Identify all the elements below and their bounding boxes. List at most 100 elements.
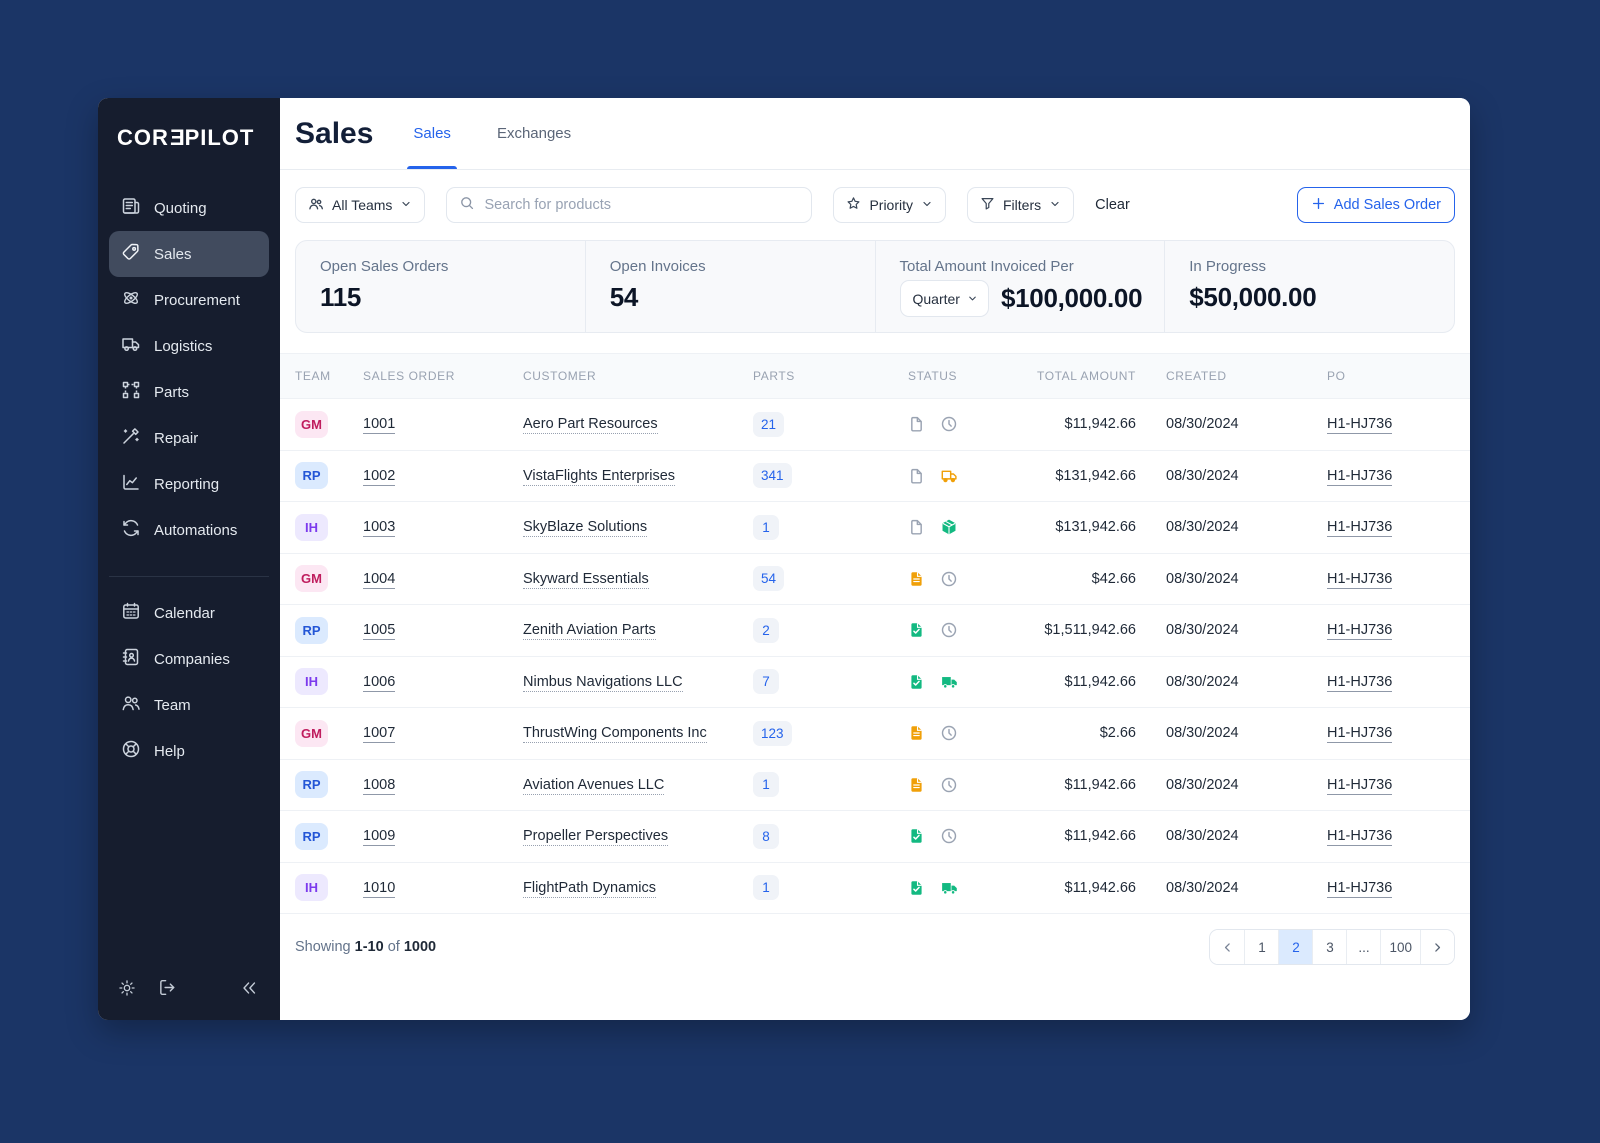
sales-order-link[interactable]: 1004 [363,570,396,589]
page-ellipsis[interactable]: ... [1346,930,1381,964]
sidebar-item-repair[interactable]: Repair [109,415,269,461]
sidebar-item-help[interactable]: Help [109,728,269,774]
customer-link[interactable]: Propeller Perspectives [523,828,669,847]
page-button-3[interactable]: 3 [1312,930,1347,964]
sidebar-item-parts[interactable]: Parts [109,369,269,415]
sales-order-link[interactable]: 1001 [363,416,396,435]
total-amount: $42.66 [1091,570,1136,587]
po-link[interactable]: H1-HJ736 [1327,828,1393,847]
stat-label: In Progress [1189,258,1266,275]
tab-sales[interactable]: Sales [407,98,457,169]
status-cell [908,776,1033,794]
priority-dropdown[interactable]: Priority [833,187,946,223]
sidebar-item-sales[interactable]: Sales [109,231,269,277]
parts-count-badge: 341 [753,463,792,489]
toolbar: All Teams Priority Filters Clear Add [280,170,1470,237]
collapse-sidebar-icon[interactable] [240,979,258,997]
customer-link[interactable]: VistaFlights Enterprises [523,467,676,486]
created-date: 08/30/2024 [1166,725,1239,742]
filters-dropdown[interactable]: Filters [967,187,1075,223]
sales-order-link[interactable]: 1005 [363,622,396,641]
next-page-button[interactable] [1420,930,1454,964]
created-date: 08/30/2024 [1166,622,1239,639]
team-filter-label: All Teams [332,197,393,213]
stats-summary-card: Open Sales Orders 115 Open Invoices 54 T… [295,240,1455,333]
package-delivered-icon [940,518,958,536]
customer-link[interactable]: Skyward Essentials [523,570,649,589]
po-link[interactable]: H1-HJ736 [1327,673,1393,692]
po-link[interactable]: H1-HJ736 [1327,622,1393,641]
document-complete-icon [908,879,925,897]
team-badge: IH [295,874,328,902]
sidebar-item-label: Reporting [154,475,220,493]
page-button-100[interactable]: 100 [1380,930,1420,964]
customer-link[interactable]: Aero Part Resources [523,416,658,435]
po-link[interactable]: H1-HJ736 [1327,416,1393,435]
tab-exchanges[interactable]: Exchanges [491,98,577,169]
parts-count-badge: 1 [753,875,779,901]
sales-order-link[interactable]: 1008 [363,776,396,795]
sidebar-item-procurement[interactable]: Procurement [109,277,269,323]
tab-bar: Sales Exchanges [407,98,577,169]
sales-order-link[interactable]: 1006 [363,673,396,692]
sales-order-link[interactable]: 1009 [363,828,396,847]
team-filter-dropdown[interactable]: All Teams [295,187,426,223]
customer-link[interactable]: FlightPath Dynamics [523,879,656,898]
sidebar-item-team[interactable]: Team [109,682,269,728]
logout-icon[interactable] [158,978,177,997]
team-badge: RP [295,462,328,490]
po-link[interactable]: H1-HJ736 [1327,725,1393,744]
add-sales-order-button[interactable]: Add Sales Order [1296,187,1455,223]
previous-page-button[interactable] [1210,930,1245,964]
page-title: Sales [295,116,374,150]
po-link[interactable]: H1-HJ736 [1327,467,1393,486]
po-link[interactable]: H1-HJ736 [1327,879,1393,898]
quoting-icon [121,196,141,220]
sales-order-link[interactable]: 1002 [363,467,396,486]
team-badge: GM [295,410,328,438]
life-buoy-icon [121,739,141,763]
settings-gear-icon[interactable] [118,979,136,997]
created-date: 08/30/2024 [1166,776,1239,793]
parts-count-badge: 1 [753,772,779,798]
total-amount: $2.66 [1099,725,1136,742]
sidebar-item-logistics[interactable]: Logistics [109,323,269,369]
created-date: 08/30/2024 [1166,467,1239,484]
customer-link[interactable]: ThrustWing Components Inc [523,725,707,744]
sales-order-link[interactable]: 1007 [363,725,396,744]
sidebar-item-label: Sales [154,245,192,263]
po-link[interactable]: H1-HJ736 [1327,519,1393,538]
table-body: GM 1001 Aero Part Resources 21 $11,942.66 08/… [280,399,1470,914]
customer-link[interactable]: Nimbus Navigations LLC [523,673,683,692]
sales-order-link[interactable]: 1010 [363,879,396,898]
clear-filters-link[interactable]: Clear [1095,197,1130,213]
customer-link[interactable]: Zenith Aviation Parts [523,622,656,641]
sidebar-item-automations[interactable]: Automations [109,507,269,553]
sales-order-link[interactable]: 1003 [363,519,396,538]
period-value: Quarter [912,290,960,307]
page-button-2[interactable]: 2 [1278,930,1313,964]
document-complete-icon [908,827,925,845]
customer-link[interactable]: SkyBlaze Solutions [523,519,648,538]
sidebar-item-quoting[interactable]: Quoting [109,185,269,231]
address-book-icon [121,647,141,671]
sidebar-item-calendar[interactable]: Calendar [109,590,269,636]
main-content: Sales Sales Exchanges All Teams Priority [280,98,1470,1020]
document-pending-icon [908,724,925,742]
invoice-period-select[interactable]: Quarter [899,280,989,317]
total-amount: $11,942.66 [1064,879,1137,896]
column-header-po: PO [1327,369,1346,383]
created-date: 08/30/2024 [1166,673,1239,690]
sidebar-item-reporting[interactable]: Reporting [109,461,269,507]
showing-range: 1-10 [354,939,384,955]
search-input[interactable] [484,197,800,213]
parts-count-badge: 7 [753,669,779,695]
sidebar-item-companies[interactable]: Companies [109,636,269,682]
column-header-parts: PARTS [753,369,795,383]
total-amount: $1,511,942.66 [1044,622,1136,639]
team-badge: RP [295,822,328,850]
po-link[interactable]: H1-HJ736 [1327,776,1393,795]
customer-link[interactable]: Aviation Avenues LLC [523,776,665,795]
page-button-1[interactable]: 1 [1244,930,1279,964]
po-link[interactable]: H1-HJ736 [1327,570,1393,589]
